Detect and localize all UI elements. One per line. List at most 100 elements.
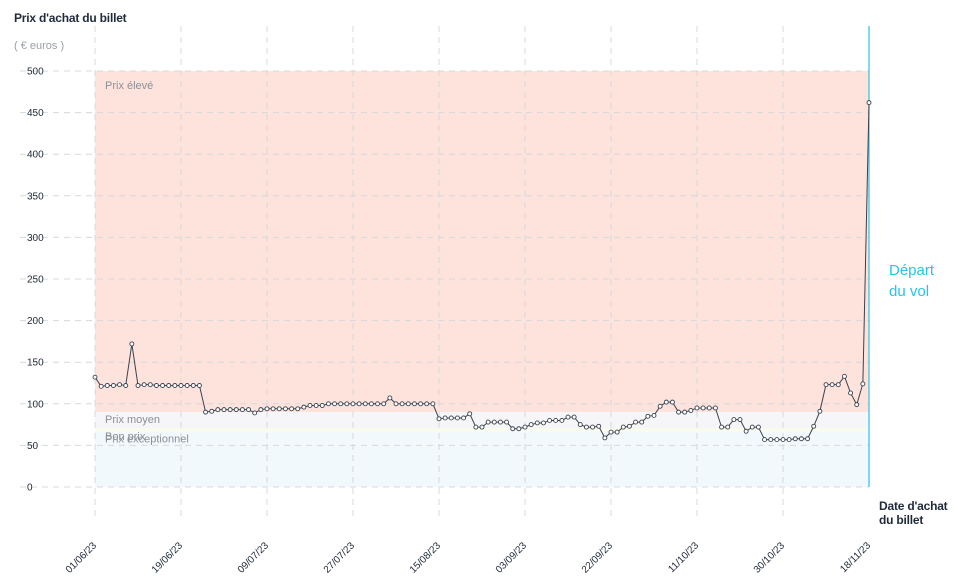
price-point	[166, 383, 172, 388]
price-point	[651, 412, 657, 418]
x-tick-label: 01/06/23	[64, 540, 100, 576]
price-point	[798, 436, 804, 442]
x-tick-label: 03/09/23	[494, 540, 530, 576]
price-point	[725, 424, 731, 430]
x-tick-label: 22/09/23	[580, 540, 616, 576]
price-point	[768, 437, 774, 443]
zone-band-3	[95, 431, 869, 487]
price-point	[608, 429, 614, 435]
price-point	[411, 401, 417, 407]
price-point	[92, 374, 98, 380]
price-point	[860, 381, 866, 387]
price-point	[399, 401, 405, 407]
price-point	[184, 383, 190, 388]
x-tick-label: 15/08/23	[408, 540, 444, 576]
price-point	[565, 414, 571, 420]
price-point	[577, 422, 583, 428]
x-tick-label: 30/10/23	[752, 540, 788, 576]
price-point	[325, 401, 331, 407]
zone-label-1: Prix moyen	[105, 414, 160, 426]
price-point	[110, 383, 116, 388]
zone-band-1	[95, 412, 869, 429]
price-point	[497, 419, 503, 425]
price-point	[743, 428, 749, 434]
price-point	[583, 424, 589, 430]
price-point	[467, 411, 473, 417]
zone-label-0: Prix élevé	[105, 80, 153, 92]
price-point	[786, 437, 792, 443]
price-point	[368, 401, 374, 407]
price-point	[614, 429, 620, 435]
price-point	[442, 415, 448, 421]
price-point	[160, 383, 166, 388]
price-point	[829, 382, 835, 388]
y-tick-label: 200	[27, 316, 44, 327]
price-point	[669, 399, 675, 405]
x-tick-label: 27/07/23	[322, 540, 358, 576]
price-point	[350, 401, 356, 407]
x-axis-title: Date d'achat du billet	[879, 499, 948, 527]
y-tick-label: 0	[27, 483, 33, 494]
price-point	[491, 419, 497, 425]
price-point	[510, 426, 516, 432]
zone-band-2	[95, 428, 869, 432]
price-point	[706, 405, 712, 411]
price-point	[479, 424, 485, 430]
y-axis-title: Prix d'achat du billet	[14, 11, 127, 25]
price-point	[694, 405, 700, 411]
price-point	[282, 406, 288, 412]
price-point	[712, 405, 718, 411]
price-point	[319, 403, 325, 408]
price-point	[657, 403, 663, 409]
price-point	[356, 401, 362, 407]
x-tick-label: 18/11/23	[838, 540, 873, 575]
price-point	[233, 407, 239, 413]
price-point	[301, 404, 307, 410]
price-point	[676, 409, 682, 415]
price-point	[534, 420, 540, 426]
price-point	[362, 401, 368, 407]
price-point	[528, 422, 534, 428]
price-point	[663, 399, 669, 405]
price-point	[516, 426, 522, 432]
y-tick-label: 150	[27, 358, 44, 369]
y-axis-unit: ( € euros )	[14, 40, 65, 52]
price-point	[780, 437, 786, 443]
y-tick-label: 500	[27, 67, 44, 78]
price-point	[117, 382, 123, 388]
price-point	[504, 419, 510, 425]
price-point	[153, 383, 159, 388]
zone-label-2: Bon prix	[105, 431, 146, 443]
price-point	[571, 414, 577, 420]
price-point	[246, 407, 252, 413]
price-point	[190, 383, 196, 388]
price-point	[835, 382, 841, 388]
price-point	[596, 423, 602, 429]
price-point	[805, 436, 811, 442]
price-point	[276, 406, 282, 412]
price-point	[461, 415, 467, 421]
price-point	[645, 413, 651, 419]
price-point	[811, 423, 817, 429]
price-point	[381, 401, 387, 407]
price-point	[473, 424, 479, 430]
price-point	[264, 406, 270, 412]
price-point	[209, 408, 215, 414]
price-point	[135, 383, 141, 388]
price-point	[129, 341, 135, 347]
price-point	[700, 405, 706, 411]
price-point	[540, 420, 546, 426]
price-point	[737, 417, 743, 423]
price-point	[147, 382, 153, 388]
price-point	[848, 390, 854, 396]
departure-label: Départ du vol	[889, 262, 935, 300]
price-point	[203, 409, 209, 415]
y-tick-label: 350	[27, 191, 44, 202]
price-point	[178, 383, 184, 388]
price-point	[454, 415, 460, 421]
price-point	[387, 395, 393, 401]
price-point	[854, 402, 860, 408]
price-point	[602, 435, 608, 441]
price-point	[762, 437, 768, 443]
